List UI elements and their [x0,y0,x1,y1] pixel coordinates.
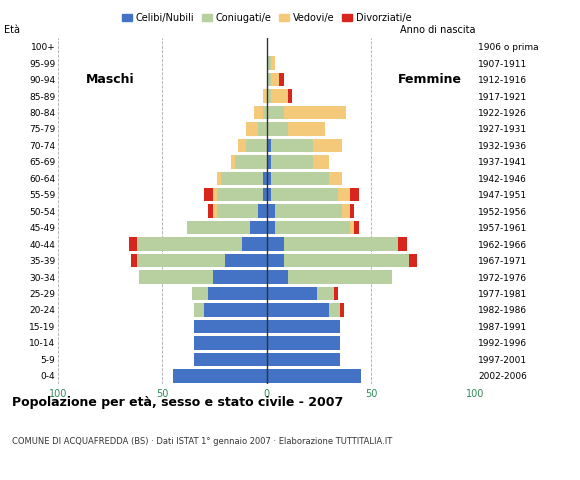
Bar [338,188,350,202]
Bar [137,238,242,251]
Bar [280,73,284,86]
Bar [204,188,212,202]
Bar [317,287,333,300]
Bar [267,221,275,234]
Bar [267,303,329,317]
Bar [139,270,212,284]
Bar [221,171,263,185]
Text: Età: Età [3,25,20,35]
Bar [129,238,137,251]
Bar [267,336,340,349]
Bar [271,89,288,103]
Bar [225,254,267,267]
Text: Maschi: Maschi [86,73,135,86]
Bar [271,73,280,86]
Bar [238,139,246,152]
Bar [263,188,267,202]
Bar [409,254,417,267]
Bar [242,238,267,251]
Bar [313,139,342,152]
Bar [263,171,267,185]
Bar [246,122,259,136]
Bar [212,188,217,202]
Bar [284,238,398,251]
Bar [263,89,267,103]
Bar [246,139,267,152]
Bar [288,270,392,284]
Bar [131,254,137,267]
Bar [267,320,340,333]
Bar [217,171,221,185]
Bar [275,204,342,218]
Bar [254,106,263,119]
Bar [173,369,267,383]
Bar [398,238,407,251]
Bar [271,139,313,152]
Bar [235,155,267,168]
Bar [334,287,338,300]
Bar [194,320,267,333]
Bar [259,204,267,218]
Text: Popolazione per età, sesso e stato civile - 2007: Popolazione per età, sesso e stato civil… [12,396,343,409]
Bar [271,171,329,185]
Legend: Celibi/Nubili, Coniugati/e, Vedovi/e, Divorziati/e: Celibi/Nubili, Coniugati/e, Vedovi/e, Di… [118,9,415,26]
Bar [267,56,271,70]
Bar [284,106,346,119]
Bar [191,287,208,300]
Bar [267,155,271,168]
Bar [267,89,271,103]
Bar [340,303,344,317]
Bar [263,106,267,119]
Text: Femmine: Femmine [398,73,462,86]
Bar [250,221,267,234]
Bar [267,270,288,284]
Text: COMUNE DI ACQUAFREDDA (BS) · Dati ISTAT 1° gennaio 2007 · Elaborazione TUTTITALI: COMUNE DI ACQUAFREDDA (BS) · Dati ISTAT … [12,437,392,446]
Bar [217,188,263,202]
Bar [208,287,267,300]
Bar [350,221,354,234]
Bar [194,353,267,366]
Bar [342,204,350,218]
Bar [267,238,284,251]
Bar [313,155,329,168]
Text: Anno di nascita: Anno di nascita [400,25,476,35]
Bar [187,221,250,234]
Bar [194,336,267,349]
Bar [217,204,259,218]
Bar [350,204,354,218]
Bar [267,73,271,86]
Bar [267,188,271,202]
Bar [212,204,217,218]
Bar [354,221,358,234]
Bar [284,254,409,267]
Bar [194,303,204,317]
Bar [231,155,235,168]
Bar [288,122,325,136]
Bar [267,369,361,383]
Bar [267,287,317,300]
Bar [288,89,292,103]
Bar [259,122,267,136]
Bar [329,171,342,185]
Bar [267,353,340,366]
Bar [271,155,313,168]
Bar [271,56,275,70]
Bar [350,188,358,202]
Bar [267,122,288,136]
Bar [204,303,267,317]
Bar [212,270,267,284]
Bar [271,188,338,202]
Bar [329,303,340,317]
Bar [267,106,284,119]
Bar [267,139,271,152]
Bar [267,171,271,185]
Bar [275,221,350,234]
Bar [137,254,225,267]
Bar [208,204,212,218]
Bar [267,254,284,267]
Bar [267,204,275,218]
